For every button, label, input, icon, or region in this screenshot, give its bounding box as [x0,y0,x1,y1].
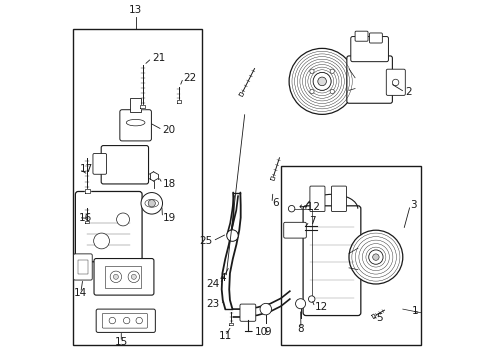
FancyBboxPatch shape [303,206,361,316]
Text: 10: 10 [255,327,268,337]
Polygon shape [239,92,244,96]
Text: 19: 19 [163,213,176,222]
Bar [105,266,141,288]
Text: 8: 8 [297,324,304,334]
Text: 5: 5 [376,313,383,323]
Bar [281,166,421,345]
Circle shape [110,271,122,283]
Circle shape [392,79,399,86]
Text: 22: 22 [183,73,196,83]
FancyBboxPatch shape [120,110,151,141]
Circle shape [313,72,331,90]
Text: 16: 16 [78,213,92,222]
Text: 7: 7 [310,216,316,226]
Circle shape [128,271,140,283]
Circle shape [131,274,136,279]
Text: 12: 12 [315,302,328,312]
Bar [130,98,141,112]
Ellipse shape [145,199,159,207]
Text: 6: 6 [272,198,278,208]
Text: ←12: ←12 [299,202,321,212]
Circle shape [373,254,379,260]
Polygon shape [270,177,275,181]
Circle shape [148,200,155,207]
Text: 14: 14 [74,288,87,298]
Polygon shape [372,314,376,319]
Circle shape [289,48,355,114]
Bar [78,260,88,274]
Text: 4: 4 [220,273,226,283]
FancyBboxPatch shape [284,222,306,238]
Ellipse shape [126,120,145,126]
Circle shape [109,318,116,324]
Circle shape [117,213,129,226]
Text: 15: 15 [115,337,128,347]
Circle shape [113,274,119,279]
Circle shape [289,206,295,212]
Polygon shape [140,105,146,108]
Polygon shape [229,323,233,325]
Text: 18: 18 [163,179,176,189]
Circle shape [318,77,326,86]
FancyBboxPatch shape [310,186,325,212]
Circle shape [310,69,314,73]
Circle shape [227,230,238,241]
FancyBboxPatch shape [355,31,368,41]
FancyBboxPatch shape [96,309,155,332]
FancyBboxPatch shape [93,153,107,174]
FancyBboxPatch shape [94,258,154,295]
Text: 24: 24 [207,279,220,289]
FancyBboxPatch shape [369,33,382,43]
Circle shape [123,318,130,324]
Circle shape [94,233,109,249]
Circle shape [136,318,143,324]
Circle shape [295,299,306,309]
FancyBboxPatch shape [351,37,389,62]
Text: 2: 2 [405,87,412,97]
Text: 3: 3 [410,200,417,210]
Circle shape [310,89,314,94]
FancyBboxPatch shape [386,69,405,95]
Text: 21: 21 [152,53,165,63]
Text: 11: 11 [219,331,232,341]
FancyBboxPatch shape [101,145,148,184]
Circle shape [330,69,334,73]
Text: 25: 25 [199,236,213,246]
Circle shape [349,230,403,284]
Circle shape [141,193,163,214]
Text: 13: 13 [129,5,142,15]
Circle shape [368,250,383,264]
Bar [73,30,202,345]
FancyBboxPatch shape [347,56,392,103]
Text: 9: 9 [264,327,270,337]
FancyBboxPatch shape [240,304,256,321]
Polygon shape [85,221,89,223]
FancyBboxPatch shape [102,314,147,328]
Polygon shape [85,189,90,193]
Circle shape [330,89,334,94]
FancyBboxPatch shape [75,192,142,262]
Polygon shape [177,100,181,103]
Text: 23: 23 [207,299,220,309]
Circle shape [260,303,271,315]
Text: 1: 1 [412,306,418,316]
Circle shape [309,296,315,302]
FancyBboxPatch shape [74,254,92,280]
FancyBboxPatch shape [331,186,346,212]
Text: 20: 20 [163,125,175,135]
Text: 17: 17 [79,164,93,174]
